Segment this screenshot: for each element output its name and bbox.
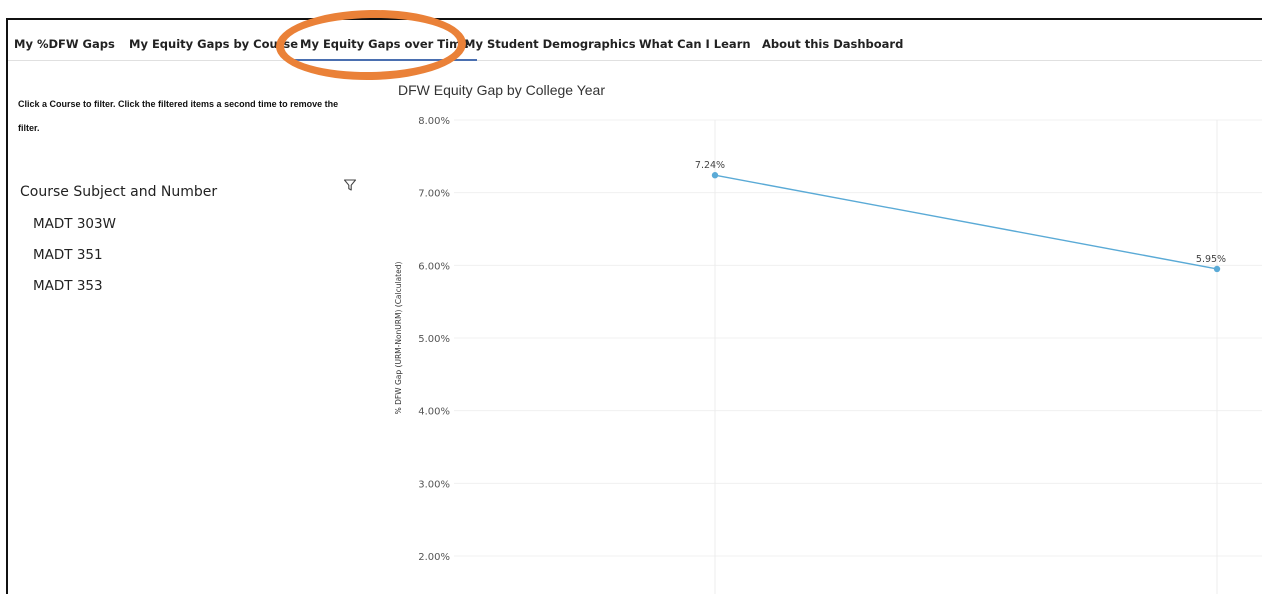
data-label: 7.24% (695, 160, 725, 171)
y-tick-label: 7.00% (418, 189, 450, 200)
tab-about-this-dashboard[interactable]: About this Dashboard (762, 37, 904, 51)
y-tick-label: 6.00% (418, 261, 450, 272)
tab-my-equity-gaps-over-time[interactable]: My Equity Gaps over Time (292, 20, 477, 61)
y-tick-label: 4.00% (418, 407, 450, 418)
chart-title: DFW Equity Gap by College Year (398, 82, 605, 98)
tab-bar: My %DFW Gaps My Equity Gaps by Course My… (8, 20, 1262, 61)
filter-instructions: Click a Course to filter. Click the filt… (18, 99, 339, 133)
tab-what-can-i-learn[interactable]: What Can I Learn (639, 37, 751, 51)
data-label: 5.95% (1196, 254, 1226, 265)
tab-my-student-demographics[interactable]: My Student Demographics (464, 37, 636, 51)
data-point (1213, 265, 1221, 273)
window-border-left (6, 18, 8, 594)
course-item-madt-353[interactable]: MADT 353 (33, 278, 103, 294)
course-item-madt-351[interactable]: MADT 351 (33, 247, 103, 263)
tab-my-equity-gaps-by-course[interactable]: My Equity Gaps by Course (129, 37, 299, 51)
window-border-top (6, 18, 1262, 20)
line-chart: 8.00% 7.00% 6.00% 5.00% 4.00% 3.00% 2.00% % DFW… (394, 116, 1262, 594)
data-point (711, 172, 719, 179)
y-tick-label: 8.00% (418, 116, 450, 127)
y-tick-label: 2.00% (418, 552, 450, 563)
funnel-icon[interactable] (343, 178, 357, 192)
y-axis-label: % DFW Gap (URM-NonURM) (Calculated) (394, 262, 403, 415)
y-tick-label: 3.00% (418, 479, 450, 490)
series-line (714, 174, 1218, 270)
filter-title: Course Subject and Number (20, 184, 218, 200)
course-item-madt-303w[interactable]: MADT 303W (33, 216, 116, 232)
y-tick-label: 5.00% (418, 334, 450, 345)
tab-my-dfw-gaps[interactable]: My %DFW Gaps (14, 37, 115, 51)
